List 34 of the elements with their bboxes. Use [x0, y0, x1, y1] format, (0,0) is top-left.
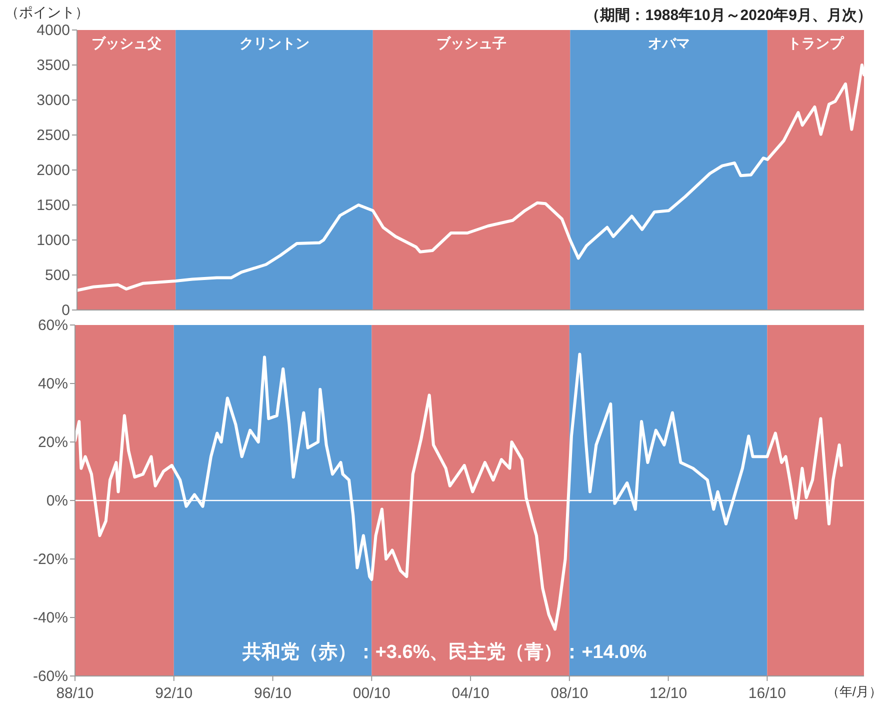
x-tick-label: 16/10 [748, 685, 786, 702]
y-tick-label: 3000 [36, 92, 70, 109]
y-tick-label: 500 [44, 267, 70, 284]
y-tick-label: 2500 [36, 127, 70, 144]
x-tick-label: 00/10 [352, 685, 390, 702]
band-label: トランプ [788, 35, 845, 51]
y-tick-label: 0% [46, 492, 68, 510]
chart-subtitle: （期間：1988年10月～2020年9月、月次） [585, 7, 872, 24]
y-tick-label: 20% [38, 434, 68, 451]
y-tick-label: -20% [32, 551, 68, 568]
band-label: オバマ [648, 35, 690, 51]
y-tick-label: 3500 [36, 57, 70, 74]
x-tick-label: 12/10 [650, 685, 688, 702]
x-tick-label: 08/10 [550, 685, 588, 702]
y-tick-label: 2000 [36, 162, 70, 179]
y-axis-title: （ポイント） [5, 4, 89, 20]
y-tick-label: 4000 [36, 22, 70, 39]
band-label: ブッシュ子 [436, 35, 507, 51]
y-tick-label: 1000 [36, 232, 70, 249]
x-axis-title: （年/月） [826, 684, 882, 699]
y-tick-label: 60% [38, 317, 68, 334]
x-tick-label: 88/10 [56, 685, 94, 702]
x-tick-label: 04/10 [452, 685, 490, 702]
band-label: クリントン [239, 35, 310, 51]
x-tick-label: 96/10 [254, 685, 292, 702]
y-tick-label: -60% [32, 668, 68, 685]
line-series [76, 64, 866, 292]
y-tick-label: 40% [38, 376, 68, 392]
y-tick-label: 1500 [36, 197, 70, 214]
y-tick-label: -40% [32, 610, 68, 626]
annotation: 共和党（赤）：+3.6%、民主党（青）：+14.0% [241, 641, 647, 663]
x-tick-label: 92/10 [155, 685, 193, 702]
y-tick-label: 0 [62, 302, 70, 319]
band-label: ブッシュ父 [91, 35, 162, 51]
